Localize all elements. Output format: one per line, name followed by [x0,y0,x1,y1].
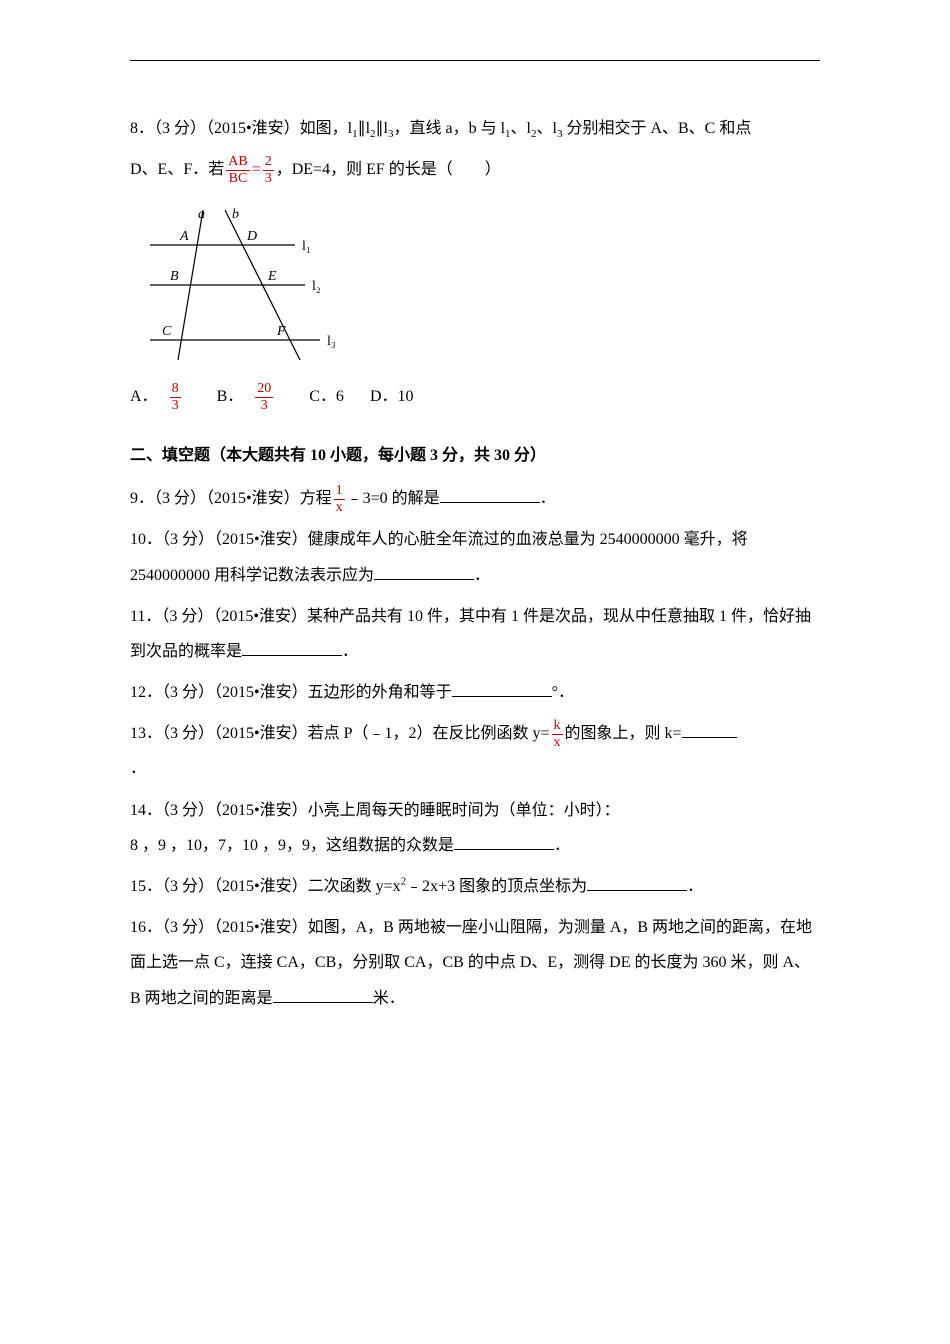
diagram-label-l2: l₂ [312,279,321,294]
q8-optB-num: 20 [255,382,273,398]
q11-a: 11．（3 分）（2015•淮安）某种产品共有 10 件，其中有 1 件是次品，… [130,608,811,660]
question-14: 14．（3 分）（2015•淮安）小亮上周每天的睡眠时间为（单位：小时）： 8 … [130,793,820,863]
diagram-label-D: D [246,229,257,244]
q8-optA-num: 8 [170,382,181,398]
q8-line2a: D、E、F．若 [130,161,224,178]
q8-optB-frac: 203 [255,382,283,413]
diagram-label-b: b [232,207,239,222]
question-8-line2: D、E、F．若ABBC=23，DE=4，则 EF 的长是（ ） [130,152,820,187]
q8-line2b: ，DE=4，则 EF 的长是（ ） [276,161,501,178]
q12-blank [452,679,552,697]
q8-eq: = [252,161,261,178]
q13-blank [682,720,737,738]
q9-c: ． [540,490,556,507]
q8-mid3: ，直线 a，b 与 l [393,120,505,137]
q12-a: 12．（3 分）（2015•淮安）五边形的外角和等于 [130,684,452,701]
q15-c: ． [687,878,703,895]
q8-frac2-den: 3 [263,171,274,186]
q13-b: 的图象上，则 k= [565,725,682,742]
diagram-label-F: F [276,324,286,339]
q16-blank [273,985,373,1003]
question-15: 15．（3 分）（2015•淮安）二次函数 y=x2﹣2x+3 图象的顶点坐标为… [130,869,820,904]
q8-optA-den: 3 [170,398,181,413]
q8-frac1-den: BC [226,171,249,186]
q10-b: ． [474,567,490,584]
q10-blank [374,562,474,580]
header-rule [130,60,820,61]
question-13: 13．（3 分）（2015•淮安）若点 P（﹣1，2）在反比例函数 y=kx的图… [130,716,820,786]
q9-b: ﹣3=0 的解是 [347,490,440,507]
q8-diagram: a b A D B E C F l₁ l₂ l₃ [150,200,820,373]
q8-text-part1: 8．（3 分）（2015•淮安）如图，l [130,120,352,137]
q8-optA-label: A． [130,388,158,405]
q8-optA-frac: 83 [170,382,191,413]
q11-blank [242,638,342,656]
q14-b: 8 ，9 ，10，7，10 ，9，9，这组数据的众数是 [130,837,454,854]
q12-b: °． [552,684,574,701]
question-10: 10．（3 分）（2015•淮安）健康成年人的心脏全年流过的血液总量为 2540… [130,522,820,592]
q8-frac2: 23 [263,155,274,186]
q8-optD: D．10 [354,388,414,405]
q9-blank [440,485,540,503]
q8-optB-den: 3 [255,398,273,413]
q9-frac: 1x [334,484,345,515]
diagram-label-C: C [162,324,172,339]
q15-blank [587,873,687,891]
q9-frac-num: 1 [334,484,345,500]
question-9: 9．（3 分）（2015•淮安）方程1x﹣3=0 的解是 ． [130,481,820,516]
q9-frac-den: x [334,500,345,515]
q14-c: ． [554,837,570,854]
diagram-label-l3: l₃ [327,334,336,349]
q8-mid5: 、l [536,120,556,137]
q13-frac-num: k [552,719,563,735]
q8-optC: C．6 [293,388,344,405]
diagram-label-B: B [170,269,179,284]
diagram-label-E: E [267,269,277,284]
question-8: 8．（3 分）（2015•淮安）如图，l1∥l2∥l3，直线 a，b 与 l1、… [130,111,820,146]
question-11: 11．（3 分）（2015•淮安）某种产品共有 10 件，其中有 1 件是次品，… [130,599,820,669]
diagram-label-a: a [198,207,205,222]
diagram-label-A: A [179,229,189,244]
diagram-label-l1: l₁ [302,239,311,254]
q13-c: ． [130,760,146,777]
q8-frac1-num: AB [226,155,249,171]
q15-b: ﹣2x+3 图象的顶点坐标为 [406,878,587,895]
q13-frac-den: x [552,735,563,750]
question-16: 16．（3 分）（2015•淮安）如图，A，B 两地被一座小山阻隔，为测量 A，… [130,910,820,1016]
q14-a: 14．（3 分）（2015•淮安）小亮上周每天的睡眠时间为（单位：小时）： [130,793,820,828]
q13-a: 13．（3 分）（2015•淮安）若点 P（﹣1，2）在反比例函数 y= [130,725,550,742]
q11-b: ． [342,643,358,660]
q15-a: 15．（3 分）（2015•淮安）二次函数 y=x [130,878,401,895]
q9-a: 9．（3 分）（2015•淮安）方程 [130,490,332,507]
q8-tail: 分别相交于 A、B、C 和点 [562,120,751,137]
q14-blank [454,832,554,850]
q16-b: 米． [373,990,405,1007]
q8-frac1: ABBC [226,155,249,186]
q13-frac: kx [552,719,563,750]
q8-mid1: ∥l [358,120,370,137]
q8-mid4: 、l [511,120,531,137]
q16-a: 16．（3 分）（2015•淮安）如图，A，B 两地被一座小山阻隔，为测量 A，… [130,919,812,1006]
q8-optB-label: B． [201,388,244,405]
q8-options: A．83 B．203 C．6 D．10 [130,379,820,414]
question-12: 12．（3 分）（2015•淮安）五边形的外角和等于 °． [130,675,820,710]
section2-header: 二、填空题（本大题共有 10 小题，每小题 3 分，共 30 分） [130,438,820,473]
q8-frac2-num: 2 [263,155,274,171]
q8-mid2: ∥l [376,120,388,137]
